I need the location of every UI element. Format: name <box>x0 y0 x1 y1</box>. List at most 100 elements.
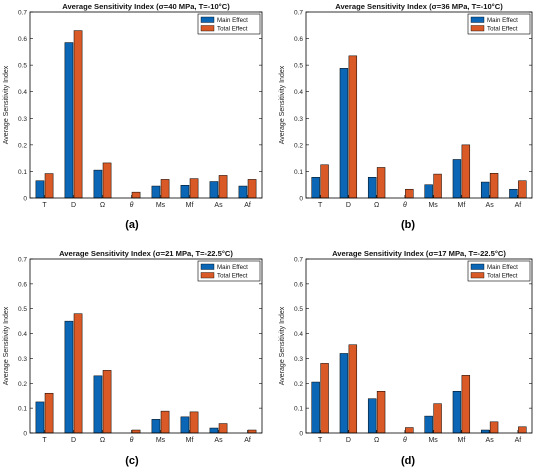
x-tick-label: θ <box>403 202 407 209</box>
bar-main-effect <box>424 415 433 434</box>
bar-total-effect <box>189 411 199 434</box>
bar-main-effect <box>64 42 74 199</box>
bar-total-effect <box>131 429 141 434</box>
x-tick-label: T <box>42 437 47 444</box>
bar-total-effect <box>461 144 471 199</box>
bar-total-effect <box>73 30 83 199</box>
y-tick-label: 0.6 <box>18 36 27 43</box>
x-tick-label: As <box>214 437 223 444</box>
bar-main-effect <box>311 381 320 434</box>
plot-frame <box>29 258 263 434</box>
bar-main-effect <box>367 177 377 199</box>
bar-main-effect <box>367 398 377 434</box>
bar-main-effect <box>180 416 190 434</box>
bar-main-effect <box>480 181 490 199</box>
legend-label-total: Total Effect <box>487 273 518 280</box>
chart-title: Average Sensitivity Index (σ=21 MPa, T=-… <box>59 249 233 258</box>
bar-total-effect <box>189 178 199 199</box>
chart-title: Average Sensitivity Index (σ=17 MPa, T=-… <box>332 249 506 258</box>
plot-frame <box>305 11 533 199</box>
legend: Main Effect Total Effect <box>197 13 261 35</box>
x-tick-label: θ <box>130 437 134 444</box>
legend: Main Effect Total Effect <box>467 260 531 282</box>
bar-main-effect <box>93 375 103 434</box>
y-tick-label: 0.4 <box>294 89 303 96</box>
x-tick-label: As <box>486 202 495 209</box>
y-tick-label: 0.6 <box>294 36 303 43</box>
x-tick-label: Af <box>515 437 522 444</box>
y-tick-label: 0.2 <box>294 381 303 388</box>
bar-total-effect <box>489 421 499 434</box>
bar-total-effect <box>518 426 527 434</box>
bar-main-effect <box>238 185 248 199</box>
legend-swatch-main <box>200 16 215 23</box>
y-tick-label: 0.1 <box>294 406 303 413</box>
y-tick-label: 0.1 <box>294 169 303 176</box>
x-tick-label: Ω <box>374 202 379 209</box>
bar-total-effect <box>131 191 141 199</box>
x-tick-label: θ <box>130 202 134 209</box>
y-axis-label: Average Sensitivity Index <box>3 65 10 144</box>
y-tick-label: 0.6 <box>294 281 303 288</box>
y-tick-label: 0.7 <box>18 10 27 17</box>
bar-main-effect <box>452 390 462 434</box>
chart-title: Average Sensitivity Index (σ=36 MPa, T=-… <box>335 2 503 11</box>
bar-main-effect <box>209 427 219 434</box>
x-tick-label: Af <box>515 202 522 209</box>
x-tick-label: θ <box>403 437 407 444</box>
y-axis-label: Average Sensitivity Index <box>279 306 286 385</box>
x-tick-label: Ms <box>156 202 166 209</box>
bar-total-effect <box>218 423 228 434</box>
y-tick-label: 0.3 <box>18 116 27 123</box>
bar-main-effect <box>509 188 518 199</box>
y-tick-label: 0.2 <box>18 142 27 149</box>
x-tick-label: Mf <box>186 437 194 444</box>
y-tick-label: 0.7 <box>18 257 27 264</box>
x-tick-label: Ω <box>100 202 105 209</box>
y-tick-label: 0.2 <box>294 142 303 149</box>
y-tick-label: 0 <box>23 431 27 438</box>
x-tick-label: As <box>486 437 495 444</box>
panel-caption: (d) <box>401 455 415 467</box>
bar-main-effect <box>424 184 433 199</box>
y-tick-label: 0.3 <box>294 356 303 363</box>
legend-swatch-main <box>470 263 485 270</box>
y-tick-label: 0 <box>299 431 303 438</box>
bar-main-effect <box>35 180 45 199</box>
legend-swatch-total <box>470 25 485 32</box>
legend-swatch-total <box>200 25 215 32</box>
bar-total-effect <box>73 313 83 434</box>
x-tick-label: Af <box>244 202 251 209</box>
bar-total-effect <box>247 179 257 199</box>
bar-total-effect <box>348 55 358 199</box>
y-tick-label: 0 <box>299 196 303 203</box>
x-tick-label: Mf <box>457 437 465 444</box>
bar-main-effect <box>339 353 349 434</box>
y-tick-label: 0.7 <box>294 10 303 17</box>
chart-panel: Average Sensitivity Index (σ=21 MPa, T=-… <box>3 249 263 467</box>
x-tick-label: Ω <box>374 437 379 444</box>
x-tick-label: As <box>214 202 223 209</box>
bar-total-effect <box>405 188 414 199</box>
bar-total-effect <box>489 173 499 199</box>
x-tick-label: Ms <box>156 437 166 444</box>
legend-label-main: Main Effect <box>217 264 248 271</box>
bar-main-effect <box>151 185 161 199</box>
bar-main-effect <box>64 320 74 434</box>
chart-panel: Average Sensitivity Index (σ=17 MPa, T=-… <box>279 249 533 467</box>
y-tick-label: 0.1 <box>18 169 27 176</box>
legend-label-main: Main Effect <box>487 264 518 271</box>
y-tick-label: 0.3 <box>18 356 27 363</box>
x-tick-label: Ms <box>428 437 438 444</box>
bar-total-effect <box>433 173 442 199</box>
bar-total-effect <box>518 180 527 199</box>
chart-title: Average Sensitivity Index (σ=40 MPa, T=-… <box>62 2 230 11</box>
legend-label-total: Total Effect <box>487 26 518 33</box>
y-tick-label: 0.7 <box>294 257 303 264</box>
y-tick-label: 0.2 <box>18 381 27 388</box>
bar-total-effect <box>102 370 112 434</box>
legend-label-total: Total Effect <box>217 273 248 280</box>
bar-main-effect <box>452 159 462 199</box>
bar-main-effect <box>180 184 190 199</box>
bar-total-effect <box>376 390 386 434</box>
